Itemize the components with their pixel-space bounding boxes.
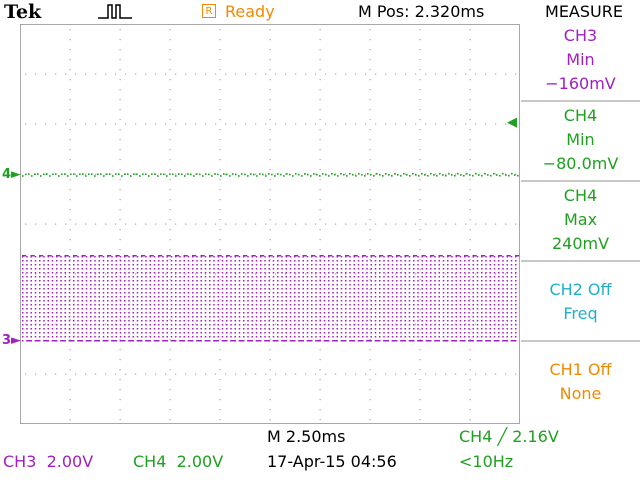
- trigger-pulse-icon: [98, 4, 132, 19]
- measure-value: 240mV: [551, 234, 610, 253]
- acquisition-state-icon: R: [202, 4, 216, 18]
- ch4-marker-label: 4: [2, 167, 12, 182]
- horizontal-position: M Pos: 2.320ms: [358, 2, 485, 21]
- measure-type: Max: [563, 210, 598, 229]
- trigger-source: CH4: [459, 427, 493, 446]
- ch3-marker-label: 3: [2, 333, 12, 348]
- ch4-scale: 2.00V: [176, 452, 224, 471]
- measure-source: CH4: [563, 106, 598, 125]
- measure-type: Min: [566, 130, 595, 149]
- measure-type: None: [559, 384, 602, 403]
- measure-source: CH2 Off: [549, 280, 612, 299]
- measure-value: −160mV: [545, 74, 616, 93]
- ch3-scale: 2.00V: [46, 452, 94, 471]
- measure-item-ch1-none[interactable]: CH1 Off None: [521, 344, 640, 422]
- ch3-ground-marker[interactable]: 3►: [2, 334, 21, 348]
- trigger-readout[interactable]: CH4 ╱ 2.16V: [459, 426, 559, 448]
- trigger-level: 2.16V: [512, 427, 559, 446]
- ch4-readout[interactable]: CH4 2.00V: [133, 451, 223, 473]
- ch3-waveform: [22, 255, 520, 342]
- ch4-waveform: [22, 172, 519, 177]
- measure-item-ch2-freq[interactable]: CH2 Off Freq: [521, 264, 640, 342]
- measure-panel: CH3 Min −160mV CH4 Min −80.0mV CH4 Max 2…: [521, 24, 640, 425]
- brand-logo: Tek: [4, 1, 42, 23]
- ch4-label: CH4: [133, 452, 167, 471]
- measure-type: Freq: [563, 304, 598, 323]
- measure-value: −80.0mV: [542, 154, 619, 173]
- ch3-readout[interactable]: CH3 2.00V: [3, 451, 93, 473]
- timebase-scale[interactable]: M 2.50ms: [267, 427, 346, 446]
- measure-menu-title[interactable]: MEASURE: [545, 2, 623, 21]
- measure-type: Min: [566, 50, 595, 69]
- waveform-display: [20, 24, 520, 424]
- trigger-frequency: <10Hz: [459, 452, 514, 471]
- measure-source: CH1 Off: [549, 360, 612, 379]
- ch4-ground-marker[interactable]: 4►: [2, 168, 21, 182]
- measure-source: CH4: [563, 186, 598, 205]
- trigger-slope-icon: ╱: [497, 427, 508, 446]
- measure-source: CH3: [563, 26, 598, 45]
- ch3-label: CH3: [3, 452, 37, 471]
- measure-item-ch3-min[interactable]: CH3 Min −160mV: [521, 24, 640, 102]
- ch4-marker-arrow-icon: ►: [11, 167, 22, 182]
- ch3-marker-arrow-icon: ►: [11, 333, 22, 348]
- trigger-level-marker-icon[interactable]: ◀: [507, 115, 517, 130]
- measure-item-ch4-max[interactable]: CH4 Max 240mV: [521, 184, 640, 262]
- measure-item-ch4-min[interactable]: CH4 Min −80.0mV: [521, 104, 640, 182]
- date-time: 17-Apr-15 04:56: [267, 452, 397, 471]
- acquisition-status: Ready: [225, 2, 275, 21]
